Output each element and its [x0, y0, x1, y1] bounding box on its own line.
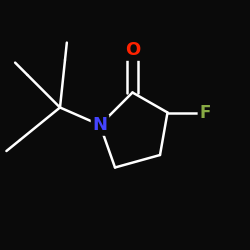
- Text: N: N: [92, 116, 108, 134]
- Text: O: O: [125, 41, 140, 59]
- Text: F: F: [199, 104, 211, 122]
